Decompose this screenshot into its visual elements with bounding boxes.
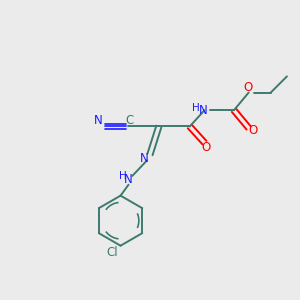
Text: O: O xyxy=(243,81,252,94)
Text: C: C xyxy=(125,114,134,127)
Text: Cl: Cl xyxy=(106,246,118,259)
Text: N: N xyxy=(124,173,133,186)
Text: H: H xyxy=(119,171,127,181)
Text: H: H xyxy=(192,103,200,113)
Text: N: N xyxy=(94,114,102,127)
Text: N: N xyxy=(199,104,207,117)
Text: O: O xyxy=(248,124,258,137)
Text: O: O xyxy=(201,141,211,154)
Text: N: N xyxy=(140,152,149,165)
